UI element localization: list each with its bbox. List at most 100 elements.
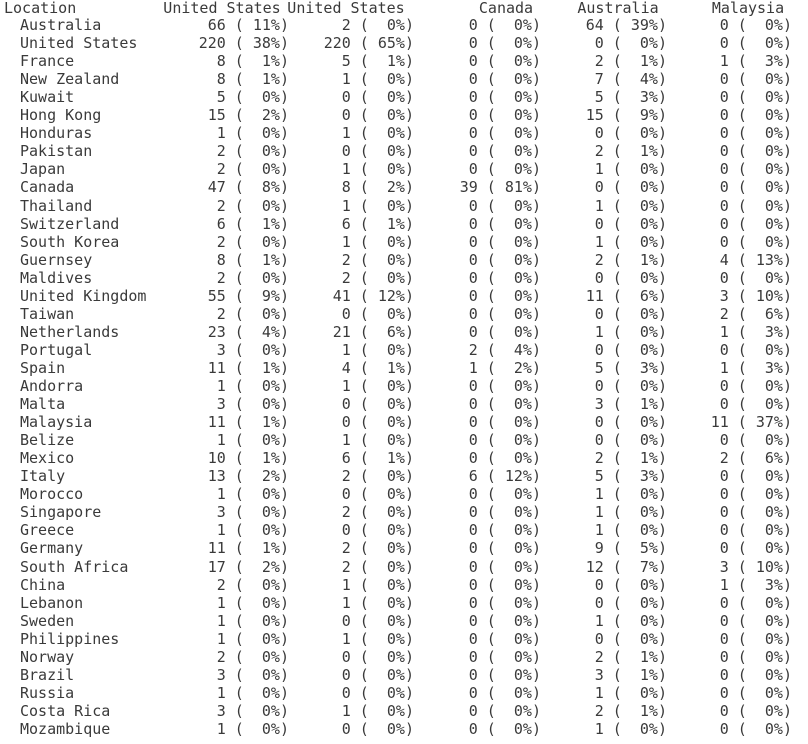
count-cell: 0 ( 0%) — [341, 665, 414, 684]
location-cell: Andorra — [20, 377, 84, 395]
count-cell: 11 ( 37%) — [710, 413, 792, 432]
location-cell: South Africa — [20, 557, 129, 576]
count-cell: 0 ( 0%) — [594, 124, 667, 143]
location-cell: Russia — [20, 683, 75, 702]
count-cell: 1 ( 0%) — [341, 232, 414, 251]
location-cell: Canada — [20, 178, 75, 197]
location-cell: Spain — [20, 358, 66, 377]
location-cell: New Zealand — [20, 70, 120, 89]
count-cell: 0 ( 0%) — [719, 70, 792, 89]
count-cell: 3 ( 0%) — [216, 503, 289, 522]
count-cell: 220 ( 38%) — [198, 34, 289, 53]
count-cell: 2 ( 6%) — [719, 304, 792, 323]
count-cell: 0 ( 0%) — [719, 232, 792, 251]
location-cell: Honduras — [20, 124, 93, 143]
count-cell: 3 ( 1%) — [594, 665, 667, 684]
count-cell: 1 ( 0%) — [594, 322, 667, 341]
count-cell: 0 ( 0%) — [341, 611, 414, 630]
count-cell: 0 ( 0%) — [468, 286, 541, 305]
location-cell: Thailand — [20, 196, 93, 215]
location-cell: Greece — [20, 521, 75, 540]
count-cell: 0 ( 0%) — [719, 503, 792, 522]
location-cell: Sweden — [20, 611, 75, 630]
count-cell: 0 ( 0%) — [468, 611, 541, 630]
header-cell: United States — [287, 0, 405, 17]
count-cell: 0 ( 0%) — [468, 124, 541, 143]
count-cell: 1 ( 0%) — [594, 719, 667, 738]
count-cell: 1 ( 0%) — [594, 196, 667, 215]
count-cell: 1 ( 3%) — [719, 322, 792, 341]
count-cell: 2 ( 0%) — [341, 539, 414, 558]
count-cell: 0 ( 0%) — [341, 485, 414, 504]
header-cell: Canada — [478, 0, 534, 17]
count-cell: 0 ( 0%) — [468, 485, 541, 504]
count-cell: 8 ( 2%) — [341, 178, 414, 197]
count-cell: 0 ( 0%) — [719, 683, 792, 702]
count-cell: 0 ( 0%) — [468, 647, 541, 666]
count-cell: 1 ( 0%) — [341, 377, 414, 395]
count-cell: 0 ( 0%) — [594, 178, 667, 197]
count-cell: 1 ( 0%) — [341, 629, 414, 648]
count-cell: 0 ( 0%) — [341, 395, 414, 414]
count-cell: 0 ( 0%) — [719, 629, 792, 648]
count-cell: 2 ( 0%) — [216, 304, 289, 323]
count-cell: 0 ( 0%) — [468, 629, 541, 648]
location-cell: Mozambique — [20, 719, 111, 738]
location-cell: Mexico — [20, 449, 75, 468]
count-cell: 0 ( 0%) — [719, 340, 792, 359]
count-cell: 1 ( 0%) — [594, 232, 667, 251]
count-cell: 1 ( 0%) — [341, 124, 414, 143]
count-cell: 2 ( 1%) — [594, 52, 667, 71]
count-cell: 0 ( 0%) — [719, 467, 792, 486]
count-cell: 0 ( 0%) — [468, 160, 541, 179]
count-cell: 6 ( 1%) — [341, 214, 414, 233]
count-cell: 1 ( 0%) — [216, 593, 289, 612]
header-cell: United States — [163, 0, 281, 17]
count-cell: 0 ( 0%) — [594, 431, 667, 450]
count-cell: 23 ( 4%) — [207, 322, 289, 341]
count-cell: 2 ( 0%) — [341, 503, 414, 522]
count-cell: 0 ( 0%) — [468, 214, 541, 233]
location-cell: United States — [20, 34, 138, 53]
count-cell: 0 ( 0%) — [468, 304, 541, 323]
count-cell: 1 ( 0%) — [594, 683, 667, 702]
count-cell: 0 ( 0%) — [719, 88, 792, 107]
count-cell: 2 ( 0%) — [216, 160, 289, 179]
count-cell: 2 ( 0%) — [216, 142, 289, 161]
count-cell: 11 ( 1%) — [207, 358, 289, 377]
count-cell: 39 ( 81%) — [459, 178, 541, 197]
count-cell: 0 ( 0%) — [341, 413, 414, 432]
count-cell: 3 ( 0%) — [216, 340, 289, 359]
count-cell: 21 ( 6%) — [332, 322, 414, 341]
location-cell: Netherlands — [20, 322, 120, 341]
count-cell: 2 ( 1%) — [594, 449, 667, 468]
count-cell: 0 ( 0%) — [468, 683, 541, 702]
count-cell: 1 ( 3%) — [719, 52, 792, 71]
count-cell: 1 ( 0%) — [341, 196, 414, 215]
count-cell: 5 ( 0%) — [216, 88, 289, 107]
location-cell: Portugal — [20, 340, 93, 359]
count-cell: 10 ( 1%) — [207, 449, 289, 468]
count-cell: 0 ( 0%) — [719, 106, 792, 125]
count-cell: 8 ( 1%) — [216, 52, 289, 71]
header-cell: Malaysia — [711, 0, 785, 17]
count-cell: 1 ( 0%) — [216, 611, 289, 630]
count-cell: 0 ( 0%) — [341, 142, 414, 161]
location-cell: France — [20, 52, 75, 71]
count-cell: 1 ( 0%) — [216, 124, 289, 143]
count-cell: 0 ( 0%) — [341, 106, 414, 125]
count-cell: 11 ( 6%) — [585, 286, 667, 305]
count-cell: 6 ( 12%) — [468, 467, 541, 486]
count-cell: 13 ( 2%) — [207, 467, 289, 486]
count-cell: 8 ( 1%) — [216, 70, 289, 89]
count-cell: 1 ( 0%) — [216, 431, 289, 450]
count-cell: 0 ( 0%) — [468, 88, 541, 107]
count-cell: 0 ( 0%) — [468, 449, 541, 468]
count-cell: 2 ( 4%) — [468, 340, 541, 359]
count-cell: 0 ( 0%) — [468, 557, 541, 576]
count-cell: 9 ( 5%) — [594, 539, 667, 558]
location-cell: United Kingdom — [20, 286, 147, 305]
count-cell: 0 ( 0%) — [594, 304, 667, 323]
count-cell: 12 ( 7%) — [585, 557, 667, 576]
